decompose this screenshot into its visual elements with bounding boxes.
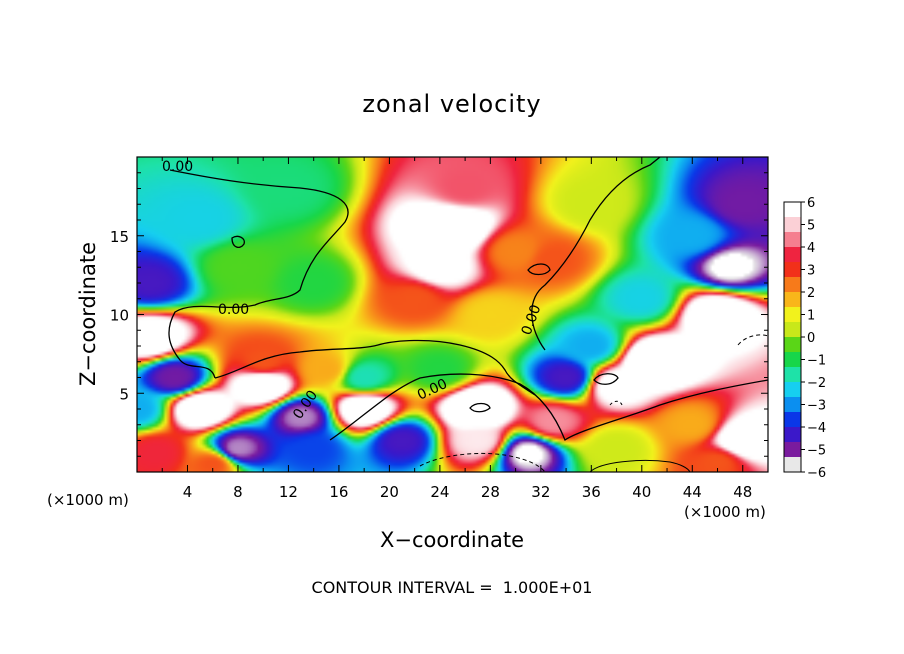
colorbar-swatch [784,382,801,398]
zero-contour-line [214,339,536,396]
zero-contour-line [531,157,661,351]
y-axis: 5 10 15 [110,172,768,457]
contour-label: 0.00 [162,159,193,175]
chart-title: zonal velocity [362,90,541,118]
colorbar-swatch [784,277,801,293]
x-tick-label: 44 [683,483,702,501]
colorbar-tick-label: −5 [807,444,826,459]
y-axis-title: Z−coordinate [76,242,100,386]
colorbar-tick-label: −2 [807,376,826,391]
negative-contour-line [609,400,623,406]
colorbar-tick-label: 1 [807,309,815,324]
colorbar-swatch [784,412,801,428]
zero-contour-line [593,373,619,385]
zero-contours [168,157,768,472]
zero-contour-line [329,373,768,441]
x-unit-label: (×1000 m) [47,491,129,509]
y-tick-label: 10 [110,307,129,325]
colorbar-swatch [784,442,801,458]
zero-contour-line [168,169,349,379]
x-unit-label-right: (×1000 m) [684,503,766,521]
zero-contour-line [527,263,551,276]
negative-contour-line [737,334,768,346]
colorbar-tick-label: 5 [807,219,815,234]
x-tick-label: 16 [329,483,348,501]
colorbar-swatch [784,292,801,308]
colorbar-swatch [784,457,801,473]
colorbar-swatch [784,217,801,233]
x-axis-title: X−coordinate [380,528,524,552]
colorbar-tick-label: −3 [807,399,826,414]
x-tick-label: 40 [632,483,651,501]
colorbar: 6 5 4 3 2 1 0 −1 −2 −3 −4 −5 −6 [783,196,826,481]
zero-contour-line [469,402,491,413]
x-tick-label: 12 [279,483,298,501]
heatmap-field: 0.00 0.00 0.00 0.00 0.00 [137,157,768,472]
colorbar-swatch [784,427,801,443]
x-tick-label: 20 [380,483,399,501]
contour-interval-footer: CONTOUR INTERVAL = 1.000E+01 [312,578,593,597]
y-tick-label: 15 [110,228,129,246]
x-tick-label: 48 [733,483,752,501]
colorbar-swatch [784,322,801,338]
colorbar-swatch [784,262,801,278]
colorbar-tick-label: −1 [807,354,826,369]
x-tick-label: 32 [531,483,550,501]
negative-contour-line [419,452,546,472]
colorbar-tick-label: 6 [807,196,815,211]
x-tick-label: 24 [430,483,449,501]
colorbar-swatch [784,367,801,383]
x-tick-label: 8 [233,483,243,501]
colorbar-swatch [784,202,801,218]
x-axis: 4 8 12 16 20 24 28 32 36 40 44 48 [161,157,752,501]
colorbar-tick-label: −4 [807,421,826,436]
colorbar-tick-label: 2 [807,286,815,301]
colorbar-swatch [784,247,801,263]
colorbar-swatch [784,397,801,413]
y-tick-label: 5 [119,385,129,403]
colorbar-tick-label: 0 [807,331,815,346]
colorbar-swatch [784,307,801,323]
colorbar-tick-label: 4 [807,241,815,256]
contour-label: 0.00 [218,302,249,318]
velocity-field-image [137,157,768,472]
zero-contour-line [231,235,245,249]
colorbar-tick-label: −6 [807,466,826,481]
x-tick-label: 28 [481,483,500,501]
colorbar-tick-label: 3 [807,264,815,279]
x-tick-label: 4 [183,483,193,501]
colorbar-swatch [784,337,801,353]
colorbar-swatch [784,232,801,248]
colorbar-swatch [784,352,801,368]
zero-contour-line [589,460,691,472]
x-tick-label: 36 [582,483,601,501]
